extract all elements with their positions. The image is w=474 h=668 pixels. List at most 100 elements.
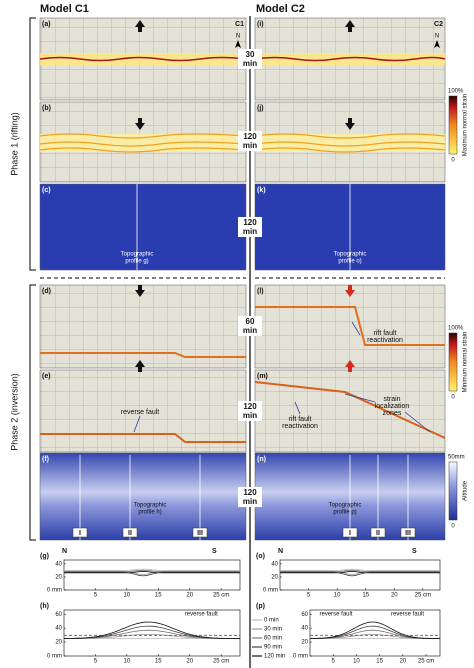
time-bg [238, 401, 262, 421]
y-tick-label: 0 mm [47, 654, 62, 660]
profile-end: N [278, 548, 283, 555]
profile-curve [280, 571, 440, 574]
profile-annotation: reverse fault [185, 612, 218, 618]
x-tick-label: 5 [94, 593, 98, 599]
north: N [236, 34, 240, 40]
arrow [345, 118, 355, 130]
photo-panel [254, 284, 446, 369]
profile-curve [64, 571, 240, 577]
profile-curve [64, 571, 240, 574]
north-arrow [434, 40, 440, 48]
time-label: min [243, 59, 257, 68]
section-box [400, 527, 416, 538]
photo-panel [39, 183, 247, 271]
x-tick-label: 25 cm [418, 659, 434, 665]
profile-curve [63, 625, 240, 639]
colorbar-bottom: 0 [451, 524, 455, 530]
profile-frame [63, 609, 241, 657]
profile-annotation: Topographic [121, 252, 154, 258]
colorbar-top: 100% [448, 326, 464, 332]
time-label: min [243, 326, 257, 335]
profile-annotation: Topographic [134, 503, 167, 509]
profile-curve [64, 568, 240, 571]
colorbar-top: 50mm [448, 455, 465, 461]
photo-panel [39, 369, 247, 453]
y-tick-label: 0 mm [263, 588, 278, 594]
strain-line [255, 306, 445, 346]
annotation: reverse fault [121, 409, 160, 416]
arrow [345, 360, 355, 372]
panel-label: (c) [42, 187, 51, 194]
profile-curve [64, 570, 240, 576]
north-arrow [235, 40, 241, 48]
profile-curve [63, 621, 240, 639]
annotation-arrow [404, 411, 431, 433]
profile-annotation: profile g) [125, 259, 148, 265]
panel-label: (e) [42, 373, 51, 380]
x-tick-label: 15 [362, 593, 369, 599]
photo-panel [39, 284, 247, 369]
profile-label: (o) [256, 553, 265, 560]
section-box [342, 527, 358, 538]
panel-label: (m) [257, 373, 268, 380]
colorbar-title: Altitude [463, 480, 469, 501]
profile-label: (p) [256, 603, 265, 610]
arrow [345, 20, 355, 32]
arrow [345, 285, 355, 297]
north: N [435, 34, 439, 40]
colorbar-bottom: 0 [451, 158, 455, 164]
profile-annotation: profile o) [338, 259, 361, 265]
y-tick-label: 40 [271, 561, 278, 567]
panel-label: (n) [257, 456, 266, 463]
photo-panel [254, 369, 446, 453]
profile-annotation: reverse fault [391, 612, 424, 618]
strain-band [255, 53, 445, 65]
y-tick-label: 60 [55, 612, 62, 618]
x-tick-label: 25 cm [213, 593, 229, 599]
annotation: strain [383, 396, 400, 403]
y-tick-label: 60 [301, 612, 308, 618]
section-label: II [128, 530, 132, 537]
section-label: I [79, 530, 81, 537]
section-label: III [405, 530, 411, 537]
strain-line [40, 352, 246, 358]
time-label: min [243, 141, 257, 150]
panel-label: (a) [42, 21, 51, 28]
x-tick-label: 25 cm [213, 659, 229, 665]
section-box [370, 527, 386, 538]
strain-line [254, 381, 446, 439]
legend-label: 120 min [264, 654, 285, 660]
panel-label: (k) [257, 187, 266, 194]
x-tick-label: 5 [94, 659, 98, 665]
panel-label: (f) [42, 456, 49, 463]
x-tick-label: 20 [391, 593, 398, 599]
profile-frame [309, 609, 441, 657]
x-tick-label: 10 [334, 593, 341, 599]
time-label: min [243, 497, 257, 506]
profile-frame [63, 559, 241, 591]
profile-frame [279, 559, 441, 591]
time-label: 120 [243, 132, 257, 141]
section-box [72, 527, 88, 538]
y-tick-label: 20 [301, 640, 308, 646]
time-label: 120 [243, 488, 257, 497]
x-tick-label: 20 [186, 659, 193, 665]
colorbar [448, 332, 458, 392]
panel-label: (j) [257, 105, 264, 112]
colorbar-bottom: 0 [451, 395, 455, 401]
profile-annotation: Topographic [329, 503, 362, 509]
phase-label: Phase 1 (rifting) [9, 112, 19, 176]
strain-line [254, 147, 446, 153]
annotation: rift fault [374, 330, 397, 337]
profile-annotation: profile h) [138, 510, 161, 516]
strain-line [39, 133, 247, 139]
profile-label: (h) [40, 603, 49, 610]
arrow [135, 360, 145, 372]
x-tick-label: 5 [332, 659, 336, 665]
time-label: 60 [246, 317, 255, 326]
x-tick-label: 15 [155, 659, 162, 665]
y-tick-label: 0 mm [293, 654, 308, 660]
model-tag: C2 [434, 21, 443, 28]
y-tick-label: 20 [55, 640, 62, 646]
